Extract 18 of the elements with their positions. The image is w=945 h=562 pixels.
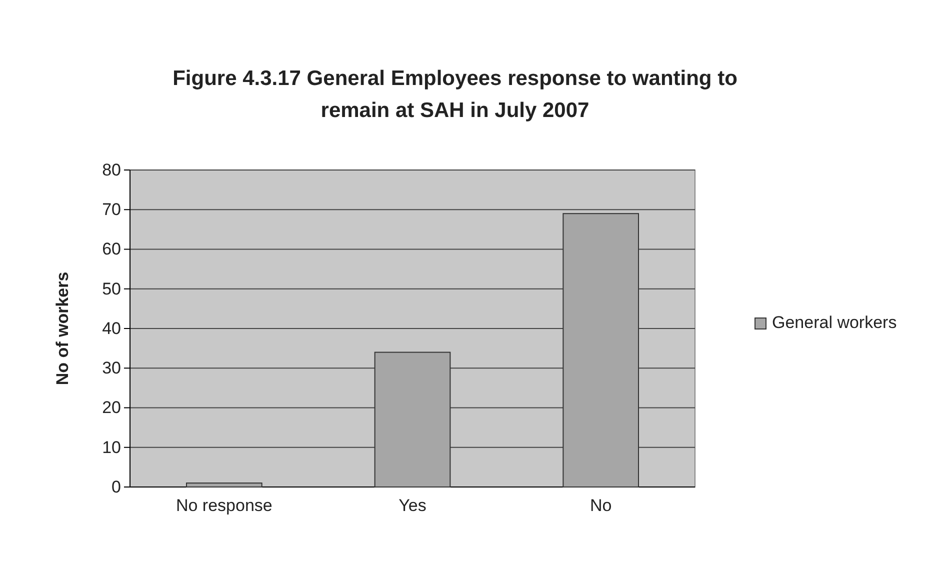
x-tick-label: Yes [398, 496, 426, 516]
y-tick-label: 0 [112, 477, 121, 496]
y-tick-label: 20 [102, 398, 121, 418]
legend-label: General workers [772, 313, 897, 332]
bar [186, 482, 262, 488]
y-tick-label: 80 [102, 160, 121, 180]
y-tick-label: 40 [102, 318, 121, 338]
y-tick-label: 70 [102, 200, 121, 220]
y-tick-label: 30 [102, 358, 121, 378]
y-tick-label: 60 [102, 240, 121, 259]
x-tick-label: No response [176, 496, 272, 516]
bar [562, 213, 639, 488]
chart-title: Figure 4.3.17 General Employees response to wanting to remain at SAH in July 2007 [172, 67, 738, 122]
y-tick-label: 50 [102, 279, 121, 298]
bar [374, 352, 451, 488]
y-axis-title: No of workers [53, 272, 72, 386]
x-tick-label: No [590, 496, 612, 516]
y-tick-label: 10 [102, 438, 121, 457]
